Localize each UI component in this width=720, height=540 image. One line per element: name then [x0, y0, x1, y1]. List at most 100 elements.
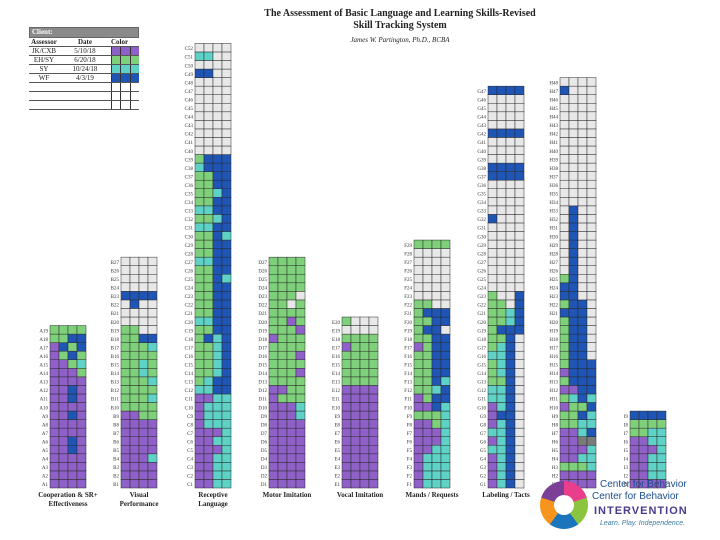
skill-cell [568, 265, 579, 275]
skill-cell [194, 462, 205, 472]
skill-code-label: G27 [477, 261, 486, 266]
skill-cell [147, 427, 158, 437]
skill-cell [203, 427, 214, 437]
skill-cell [194, 68, 205, 78]
skill-code-label: G19 [477, 329, 486, 334]
skill-cell [413, 308, 424, 318]
skill-code-label: F12 [404, 389, 412, 394]
skill-cell [212, 410, 223, 420]
skill-cell [505, 479, 516, 489]
skill-cell [350, 410, 361, 420]
skill-cell [120, 376, 131, 386]
legend-col-assessor: Assessor [31, 38, 57, 46]
skill-cell [147, 265, 158, 275]
skill-cell [129, 410, 140, 420]
skill-cell [286, 419, 297, 429]
skill-code-label: B13 [111, 381, 120, 386]
skill-cell [277, 462, 288, 472]
skill-cell [212, 453, 223, 463]
legend-date: 6/20/18 [74, 56, 96, 64]
skill-cell [194, 137, 205, 147]
title-line-2: Skill Tracking System [353, 20, 447, 31]
skill-cell [647, 436, 658, 446]
skill-code-label: F13 [404, 381, 412, 386]
skill-cell [203, 120, 214, 130]
skill-cell [431, 274, 442, 284]
skill-cell [629, 462, 640, 472]
skill-cell [577, 410, 588, 420]
skill-code-label: B10 [111, 406, 120, 411]
skill-cell [559, 256, 570, 266]
skill-code-label: G37 [477, 175, 486, 180]
skill-cell [568, 445, 579, 455]
skill-code-label: E10 [332, 406, 341, 411]
skill-cell [431, 427, 442, 437]
skill-cell [656, 462, 667, 472]
skill-cell [295, 427, 306, 437]
skill-cell [212, 171, 223, 181]
skill-code-label: H34 [549, 201, 558, 206]
skill-cell [422, 282, 433, 292]
skill-code-label: G33 [477, 210, 486, 215]
skill-cell [277, 427, 288, 437]
skill-cell [586, 291, 597, 301]
skill-cell [577, 128, 588, 138]
skill-cell [138, 419, 149, 429]
skill-cell [359, 402, 370, 412]
skill-code-label: C45 [185, 107, 194, 112]
skill-cell [194, 60, 205, 70]
legend-color-swatches [111, 56, 139, 64]
skill-code-label: B12 [111, 389, 120, 394]
skill-cell [422, 342, 433, 352]
skill-code-label: H11 [550, 398, 559, 403]
skill-code-label: F10 [404, 406, 412, 411]
skill-cell [194, 350, 205, 361]
skill-cell [221, 43, 232, 53]
skill-cell [67, 410, 78, 420]
skill-cell [422, 256, 433, 266]
skill-cell [496, 299, 507, 309]
skill-cell [212, 462, 223, 472]
skill-cell [559, 368, 570, 378]
skill-cell [496, 445, 507, 455]
skill-cell [514, 470, 525, 480]
title-line-1: The Assessment of Basic Language and Lea… [264, 8, 536, 19]
skill-cell [76, 325, 87, 335]
skill-cell [295, 470, 306, 480]
skill-cell [194, 205, 205, 215]
skill-code-label: C12 [185, 389, 194, 394]
skill-cell [496, 427, 507, 437]
skill-cell [577, 137, 588, 147]
skill-code-label: C14 [185, 372, 194, 377]
skill-cell [431, 376, 442, 386]
skill-cell [350, 462, 361, 472]
skill-cell [350, 342, 361, 352]
skill-code-label: F8 [407, 423, 413, 428]
skill-cell [568, 111, 579, 121]
skill-cell [67, 359, 78, 369]
skill-cell [138, 282, 149, 292]
skill-cell [147, 256, 158, 266]
skill-code-label: C10 [185, 406, 194, 411]
domain-D: D1 D2 D3 D4 D5 D6 D7 D8 D9 D10 D11 D12 D13 D14 D15 D16 D… [258, 256, 311, 499]
skill-cell [577, 265, 588, 275]
skill-cell [194, 393, 205, 403]
skill-cell [559, 162, 570, 172]
skill-code-label: H6 [552, 440, 559, 445]
skill-cell [514, 291, 525, 301]
legend-assessor: EH/SY [33, 56, 55, 64]
skill-cell [350, 376, 361, 386]
skill-cell [577, 256, 588, 266]
skill-code-label: C5 [187, 449, 193, 454]
skill-code-label: C6 [187, 440, 193, 445]
skill-cell [268, 453, 279, 463]
skill-cell [221, 128, 232, 138]
skill-cell [76, 342, 87, 352]
legend-swatch [120, 56, 130, 64]
skill-code-label: G34 [477, 201, 486, 206]
skill-cell [568, 171, 579, 181]
skill-cell [129, 436, 140, 446]
skill-cell [194, 376, 205, 386]
skill-cell [514, 368, 525, 378]
skill-cell [194, 231, 205, 241]
